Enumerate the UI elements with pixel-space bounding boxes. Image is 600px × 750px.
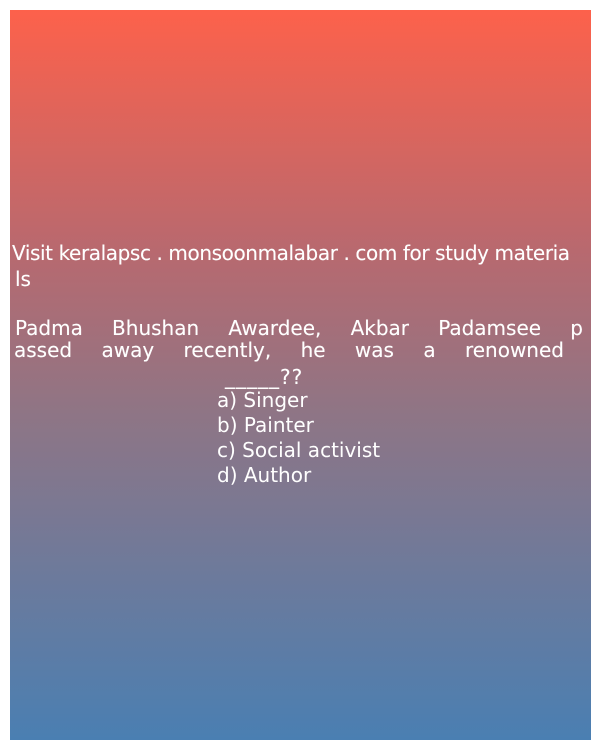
question-word: away bbox=[101, 338, 154, 362]
question-word: Padamsee bbox=[438, 316, 541, 340]
option-c: c) Social activist bbox=[217, 438, 380, 462]
question-word: renowned bbox=[465, 338, 564, 362]
question-word: Padma bbox=[15, 316, 83, 340]
question-blank: _____?? bbox=[225, 365, 303, 389]
question-word: recently, bbox=[184, 338, 272, 362]
question-word: assed bbox=[14, 338, 72, 362]
question-word: Akbar bbox=[351, 316, 409, 340]
question-word: a bbox=[423, 338, 435, 362]
question-text-line-2: assed away recently, he was a renowned bbox=[14, 338, 564, 362]
question-word: p bbox=[570, 316, 583, 340]
website-promo-line-1: Visit keralapsc . monsoonmalabar . com f… bbox=[12, 241, 590, 265]
option-b: b) Painter bbox=[217, 413, 314, 437]
question-word: he bbox=[301, 338, 326, 362]
website-promo-line-2: ls bbox=[15, 267, 591, 291]
question-word: Awardee, bbox=[228, 316, 321, 340]
option-d: d) Author bbox=[217, 463, 311, 487]
option-a: a) Singer bbox=[217, 388, 308, 412]
question-text-line-1: Padma Bhushan Awardee, Akbar Padamsee p bbox=[15, 316, 583, 340]
question-card: Visit keralapsc . monsoonmalabar . com f… bbox=[10, 10, 591, 740]
question-word: Bhushan bbox=[112, 316, 199, 340]
question-word: was bbox=[355, 338, 394, 362]
